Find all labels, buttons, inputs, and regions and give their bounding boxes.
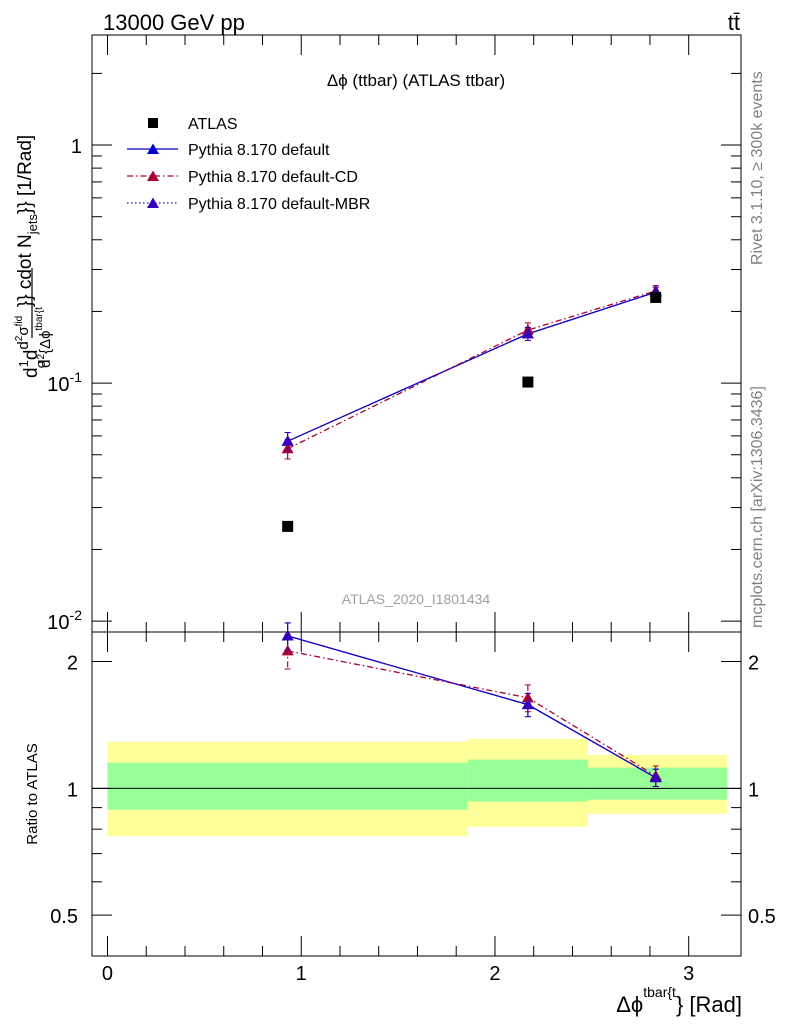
- main-y-tick-exp: -1: [70, 369, 83, 385]
- ratio-panel: 0.5 0.5 1 1 2 2 0 1 2 3 Ratio to ATLAS Δϕtbar{t}…: [24, 622, 776, 1017]
- main-pythia-8-170-default-line: [287, 291, 656, 442]
- main-panel: 10-210-11 Δϕ (ttbar) (ATLAS ttbar) ATLAS…: [14, 34, 742, 634]
- ylabel-part-f: σ: [15, 326, 32, 336]
- ylabel-part-i-sub: jets: [25, 214, 40, 236]
- main-atlas-point: [650, 291, 662, 303]
- ratio-uncertainty-bands: [107, 738, 728, 837]
- ratio-y-tick-label-right: 2: [748, 653, 759, 675]
- ylabel-part-g: d: [37, 360, 54, 368]
- ratio-frame: [91, 631, 742, 957]
- ratio-y-tick-label-left: 2: [67, 653, 78, 675]
- ratio-y-tick-label-right: 0.5: [748, 906, 776, 928]
- main-title: Δϕ (ttbar) (ATLAS ttbar): [327, 71, 505, 90]
- ylabel-part-g-sup: 2: [36, 354, 47, 360]
- main-y-axis-label: d1 σdd2σfidd2{Δϕtbar{t}} cdot Njets}} [1/…: [14, 135, 54, 378]
- legend: ATLAS Pythia 8.170 default Pythia 8.170 …: [127, 116, 370, 213]
- main-y-tick-label: 10-2: [47, 607, 82, 634]
- analysis-label: ATLAS_2020_I1801434: [342, 591, 491, 607]
- ylabel-part-e-sup: 2: [14, 335, 25, 341]
- main-atlas-point: [522, 376, 534, 388]
- ylabel-part-h: {Δϕ: [37, 331, 54, 354]
- ratio-pythia-8-170-default-mbr-line: [287, 635, 657, 779]
- ylabel-part-i: }} cdot N: [15, 234, 36, 307]
- ratio-pythia-8-170-default-cd-point: [521, 691, 534, 703]
- main-series: [281, 284, 662, 532]
- x-axis-label-sup: tbar{t: [643, 984, 676, 1000]
- main-pythia-8-170-default-mbr-point: [521, 327, 534, 339]
- main-pythia-8-170-default-cd-line: [287, 290, 656, 450]
- green-band: [587, 767, 728, 800]
- main-y-tick-label: 10-1: [47, 369, 82, 396]
- ratio-x-tick-labels: 0 1 2 3: [102, 963, 694, 985]
- ylabel-part-e: d: [15, 341, 32, 349]
- ylabel-part-f-sup: fid: [14, 316, 25, 327]
- ratio-pythia-8-170-default-mbr-point: [281, 629, 294, 641]
- legend-mbr-marker: [147, 197, 159, 208]
- x-tick-label: 0: [102, 963, 113, 985]
- legend-cd-marker: [147, 170, 159, 181]
- green-band: [107, 762, 468, 810]
- main-y-tick-base: 10: [47, 374, 69, 396]
- header-left: 13000 GeV pp: [103, 10, 245, 35]
- x-tick-label: 1: [296, 963, 307, 985]
- legend-atlas-marker: [148, 118, 158, 128]
- ratio-series: [281, 622, 662, 788]
- rivet-label: Rivet 3.1.10, ≥ 300k events: [749, 71, 766, 265]
- source-label: mcplots.cern.ch [arXiv:1306.3436]: [749, 386, 766, 628]
- main-y-tick-labels: 10-210-11: [47, 136, 82, 634]
- main-y-tick-exp: -2: [70, 607, 83, 623]
- ratio-pythia-8-170-default-mbr-point: [521, 698, 534, 710]
- x-axis-label-main: Δϕ: [616, 992, 643, 1017]
- ratio-y-tick-label-right: 1: [748, 779, 759, 801]
- legend-mbr-label: Pythia 8.170 default-MBR: [188, 196, 370, 213]
- x-axis-label: Δϕtbar{t} [Rad]: [616, 984, 742, 1017]
- ratio-axis-ticks: [92, 632, 741, 957]
- legend-cd-label: Pythia 8.170 default-CD: [188, 169, 358, 186]
- ratio-y-axis-label: Ratio to ATLAS: [24, 743, 41, 844]
- green-band: [467, 759, 588, 802]
- ratio-y-tick-label-left: 0.5: [50, 906, 78, 928]
- main-pythia-8-170-default-mbr-line: [287, 291, 656, 442]
- legend-default-marker: [147, 143, 159, 154]
- ylabel-part-a: d: [21, 367, 42, 378]
- ylabel-part-d: d: [21, 350, 42, 361]
- ratio-y-tick-label-left: 1: [67, 779, 78, 801]
- ylabel-part-j: }} [1/Rad]: [15, 135, 36, 214]
- ylabel-part-h-sup: tbar{t: [34, 307, 45, 331]
- x-tick-label: 3: [683, 963, 694, 985]
- ratio-y-tick-labels: 0.5 0.5 1 1 2 2: [50, 653, 776, 929]
- legend-atlas-label: ATLAS: [188, 116, 238, 133]
- header-right: tt̄: [728, 10, 740, 35]
- main-y-tick-label: 1: [71, 136, 82, 158]
- main-axis-ticks: [92, 35, 741, 633]
- main-atlas-point: [282, 520, 294, 532]
- main-y-tick-base: 10: [47, 612, 69, 634]
- x-axis-label-tail: } [Rad]: [676, 992, 742, 1017]
- main-pythia-8-170-default-mbr-point: [281, 435, 294, 446]
- ylabel-part-b: 1: [16, 360, 31, 367]
- legend-default-label: Pythia 8.170 default: [188, 142, 330, 159]
- x-tick-label: 2: [489, 963, 500, 985]
- ratio-pythia-8-170-default-mbr-point: [649, 771, 662, 783]
- ylabel-part-c: σ: [33, 360, 48, 368]
